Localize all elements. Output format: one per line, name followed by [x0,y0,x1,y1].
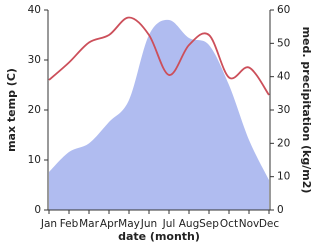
y2-tick-label: 10 [277,171,290,183]
x-axis-label: date (month) [118,230,200,243]
y2-tick-label: 30 [277,104,290,116]
x-tick-label: Sep [199,218,219,230]
precipitation-area [49,19,269,211]
y-tick-label: 20 [28,104,41,116]
y2-axis-label: med. precipitation (kg/m2) [300,27,313,194]
x-tick-label: Jul [162,218,176,230]
x-tick-label: May [118,218,140,230]
y-axis-label: max temp (C) [5,68,18,152]
y2-tick-label: 0 [277,204,284,216]
y2-tick-label: 60 [277,4,290,16]
y2-tick-label: 20 [277,137,290,149]
y2-tick-label: 40 [277,71,290,83]
x-tick-label: Apr [100,218,119,230]
x-tick-label: Dec [259,218,280,230]
y-tick-label: 40 [28,4,41,16]
x-tick-label: Oct [220,218,238,230]
x-tick-label: Aug [179,218,200,230]
y-tick-label: 10 [28,154,41,166]
x-tick-label: Jan [40,218,57,230]
y-tick-label: 30 [28,54,41,66]
x-tick-label: Mar [79,218,99,230]
x-tick-label: Nov [239,218,260,230]
x-tick-label: Feb [60,218,79,230]
y2-tick-label: 50 [277,37,290,49]
y-tick-label: 0 [34,204,41,216]
temp-line [48,16,270,96]
x-tick-label: Jun [140,218,157,230]
